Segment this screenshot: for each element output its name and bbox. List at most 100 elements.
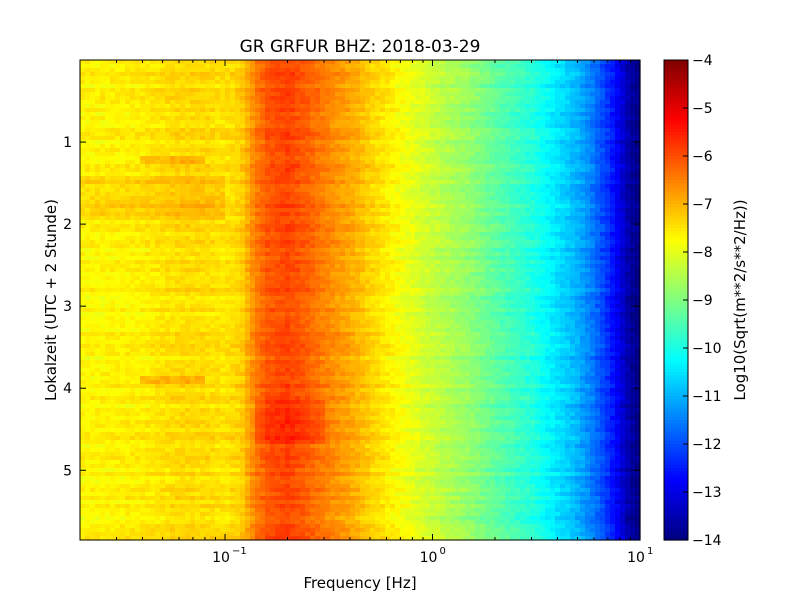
heatmap-cell: [465, 132, 471, 137]
heatmap-cell: [395, 220, 401, 225]
heatmap-cell: [580, 60, 586, 65]
heatmap-cell: [185, 84, 191, 89]
heatmap-cell: [370, 232, 376, 237]
heatmap-cell: [390, 204, 396, 209]
heatmap-cell: [155, 196, 161, 201]
heatmap-cell: [525, 220, 531, 225]
heatmap-cell: [360, 168, 366, 173]
heatmap-cell: [80, 104, 86, 109]
heatmap-cell: [540, 180, 546, 185]
heatmap-cell: [385, 100, 391, 105]
heatmap-cell: [95, 192, 101, 197]
heatmap-cell: [435, 116, 441, 121]
heatmap-cell: [90, 92, 96, 97]
heatmap-cell: [365, 232, 371, 237]
heatmap-cell: [525, 148, 531, 153]
heatmap-cell: [165, 192, 171, 197]
heatmap-cell: [165, 72, 171, 77]
heatmap-cell: [610, 92, 616, 97]
heatmap-cell: [320, 188, 326, 193]
heatmap-cell: [165, 88, 171, 93]
heatmap-cell: [415, 196, 421, 201]
heatmap-cell: [355, 216, 361, 221]
heatmap-cell: [105, 104, 111, 109]
heatmap-cell: [130, 76, 136, 81]
heatmap-cell: [140, 92, 146, 97]
heatmap-cell: [95, 76, 101, 81]
heatmap-cell: [510, 224, 516, 229]
heatmap-cell: [170, 196, 176, 201]
heatmap-cell: [510, 144, 516, 149]
heatmap-cell: [295, 184, 301, 189]
heatmap-cell: [410, 64, 416, 69]
heatmap-cell: [505, 232, 511, 237]
heatmap-cell: [150, 100, 156, 105]
heatmap-cell: [305, 64, 311, 69]
heatmap-cell: [200, 164, 206, 169]
heatmap-cell: [420, 132, 426, 137]
heatmap-cell: [350, 220, 356, 225]
heatmap-cell: [400, 176, 406, 181]
heatmap-cell: [90, 160, 96, 165]
heatmap-cell: [395, 112, 401, 117]
heatmap-cell: [150, 92, 156, 97]
heatmap-cell: [560, 116, 566, 121]
heatmap-cell: [325, 124, 331, 129]
heatmap-cell: [555, 168, 561, 173]
heatmap-cell: [290, 144, 296, 149]
heatmap-cell: [420, 128, 426, 133]
heatmap-cell: [330, 156, 336, 161]
heatmap-cell: [450, 64, 456, 69]
heatmap-cell: [260, 200, 266, 205]
heatmap-cell: [255, 200, 261, 205]
heatmap-cell: [325, 104, 331, 109]
heatmap-cell: [205, 184, 211, 189]
heatmap-cell: [425, 172, 431, 177]
heatmap-cell: [580, 212, 586, 217]
heatmap-cell: [620, 68, 626, 73]
heatmap-cell: [300, 76, 306, 81]
heatmap-cell: [595, 104, 601, 109]
heatmap-cell: [510, 68, 516, 73]
heatmap-cell: [260, 120, 266, 125]
heatmap-cell: [570, 152, 576, 157]
heatmap-cell: [140, 120, 146, 125]
heatmap-cell: [150, 232, 156, 237]
heatmap-cell: [380, 128, 386, 133]
heatmap-cell: [360, 132, 366, 137]
heatmap-cell: [535, 116, 541, 121]
heatmap-cell: [375, 92, 381, 97]
heatmap-cell: [180, 84, 186, 89]
heatmap-cell: [530, 60, 536, 65]
heatmap-cell: [620, 112, 626, 117]
heatmap-cell: [330, 72, 336, 77]
heatmap-cell: [600, 120, 606, 125]
heatmap-cell: [215, 108, 221, 113]
heatmap-cell: [435, 152, 441, 157]
heatmap-cell: [95, 72, 101, 77]
heatmap-cell: [90, 116, 96, 121]
heatmap-cell: [215, 120, 221, 125]
heatmap-cell: [385, 168, 391, 173]
heatmap-cell: [245, 80, 251, 85]
heatmap-cell: [330, 136, 336, 141]
heatmap-cell: [515, 96, 521, 101]
heatmap-cell: [560, 100, 566, 105]
heatmap-cell: [610, 184, 616, 189]
heatmap-cell: [375, 108, 381, 113]
heatmap-cell: [420, 84, 426, 89]
heatmap-cell: [140, 108, 146, 113]
heatmap-cell: [115, 196, 121, 201]
heatmap-cell: [350, 92, 356, 97]
heatmap-cell: [340, 64, 346, 69]
heatmap-cell: [480, 136, 486, 141]
heatmap-cell: [540, 156, 546, 161]
heatmap-cell: [120, 172, 126, 177]
heatmap-cell: [390, 100, 396, 105]
heatmap-cell: [555, 196, 561, 201]
heatmap-cell: [390, 176, 396, 181]
heatmap-cell: [625, 96, 631, 101]
heatmap-cell: [480, 220, 486, 225]
heatmap-cell: [470, 196, 476, 201]
heatmap-cell: [490, 136, 496, 141]
